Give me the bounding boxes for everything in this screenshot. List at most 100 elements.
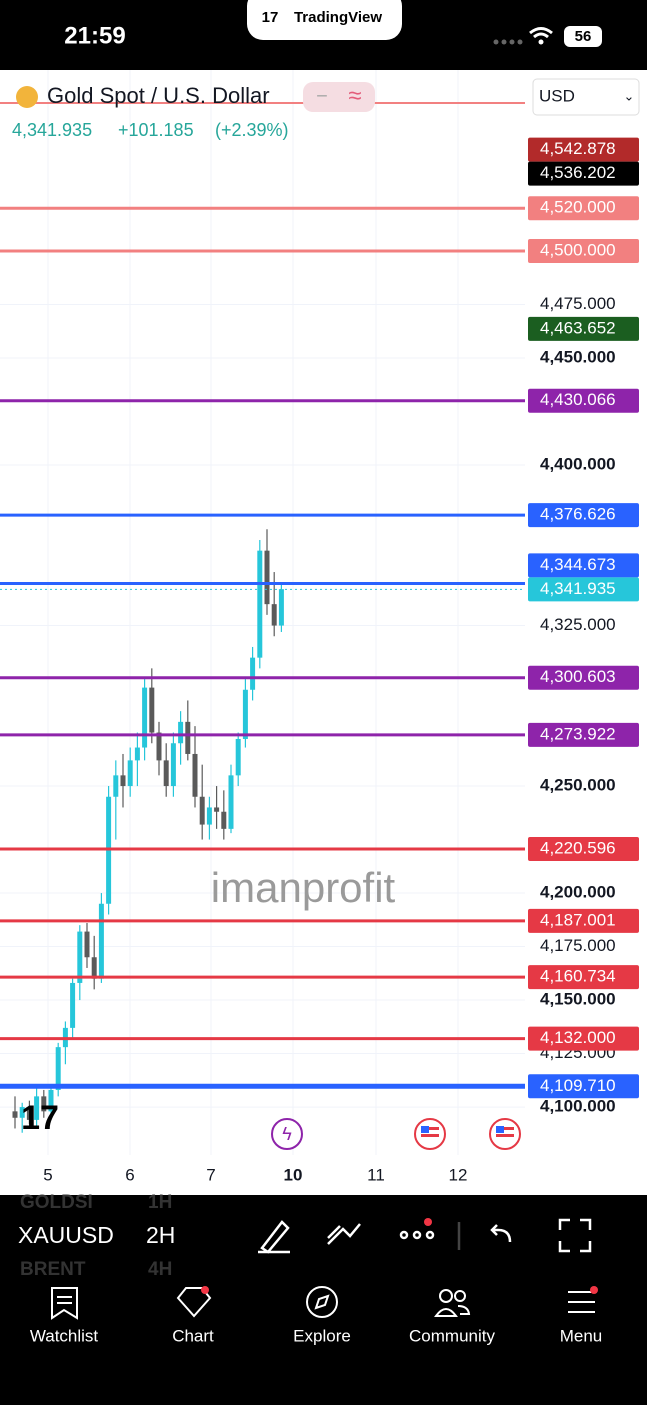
candle-body (98, 903, 104, 979)
candle-body (41, 1096, 47, 1112)
nav-label[interactable]: Community (409, 1326, 495, 1345)
candle-body (48, 1089, 54, 1112)
candle-body (134, 747, 140, 761)
signal (493, 39, 523, 45)
nav-label[interactable]: Watchlist (30, 1326, 99, 1345)
candle-body (221, 811, 227, 829)
change: +101.185 (118, 120, 194, 140)
level-tag (528, 196, 639, 221)
level-tag (528, 665, 639, 690)
level-tag (528, 388, 639, 413)
candle-body (34, 1096, 40, 1120)
ghost-symbol: GOLDSI (20, 1192, 93, 1213)
level-tag (528, 722, 639, 747)
level-label: 4,536.202 (540, 163, 616, 182)
candle-body (113, 775, 119, 797)
interval-button[interactable]: 2H (146, 1222, 175, 1248)
candle-body (163, 760, 169, 787)
candle-body (70, 982, 76, 1028)
level-label: 4,109.710 (540, 1076, 616, 1095)
level-label: 4,430.066 (540, 390, 616, 409)
candle-body (77, 931, 83, 983)
currency-select[interactable] (532, 78, 640, 116)
nav-label[interactable]: Menu (560, 1326, 603, 1345)
wifi-dot (538, 39, 544, 45)
us-event[interactable] (414, 1118, 446, 1150)
badge (201, 1286, 209, 1294)
level-label: 4,341.935 (540, 579, 616, 598)
nav-labels: Watchlist Chart Explore Community Menu (30, 1326, 602, 1345)
level-label: 4,300.603 (540, 667, 616, 686)
candle-body (228, 775, 234, 829)
nav-label[interactable]: Chart (172, 1326, 214, 1345)
app-name: TradingView (294, 9, 382, 26)
ghost-interval: 1H (148, 1192, 172, 1213)
nav-label[interactable]: Explore (293, 1326, 351, 1345)
candle-body (214, 807, 220, 812)
battery (564, 26, 602, 47)
event-bolt[interactable]: ϟ (282, 1124, 292, 1144)
level-label: 4,520.000 (540, 198, 616, 217)
level-label: 4,463.652 (540, 318, 616, 337)
wave-icon[interactable]: ≈ (348, 82, 361, 109)
candle-body (156, 732, 162, 761)
currency[interactable]: USD (539, 86, 575, 105)
indicator-pill[interactable] (303, 82, 375, 112)
chart: 5 6 7 10 11 12 4,475.000 4,450.000 4,400.000 4,32… (0, 70, 639, 1184)
y-tick-label: 4,100.000 (540, 1097, 616, 1116)
symbol-name: Gold Spot / U.S. Dollar (47, 83, 270, 108)
candle-body (91, 957, 97, 979)
candle-body (149, 687, 155, 733)
level-label: 4,187.001 (540, 910, 616, 929)
level-tag (528, 836, 639, 861)
x-tick-label: 5 (43, 1165, 52, 1184)
level-tag (528, 1074, 639, 1099)
battery-level: 56 (575, 28, 592, 45)
nav-bar (0, 1280, 647, 1400)
level-label: 4,500.000 (540, 241, 616, 260)
toolbar-icons[interactable] (258, 1218, 592, 1254)
toolbar (0, 1195, 647, 1280)
x-tick-label: 12 (449, 1165, 468, 1184)
symbol-button[interactable]: XAUUSD (18, 1222, 114, 1248)
level-label: 4,160.734 (540, 967, 616, 986)
y-tick-label: 4,325.000 (540, 615, 616, 634)
us-event[interactable] (489, 1118, 521, 1150)
candle-body (19, 1107, 25, 1118)
y-tick-label: 4,150.000 (540, 990, 616, 1009)
price: 4,341.935 (12, 120, 92, 140)
y-tick-label: 4,400.000 (540, 455, 616, 474)
y-tick-label: 4,200.000 (540, 883, 616, 902)
app-logo: 17 (262, 9, 279, 26)
level-label: 4,542.878 (540, 139, 616, 158)
level-tag (528, 316, 639, 341)
y-tick-label: 4,250.000 (540, 776, 616, 795)
event-icon[interactable] (271, 1118, 303, 1150)
level-label: 4,132.000 (540, 1028, 616, 1047)
candle-body (120, 775, 126, 787)
candle-body (264, 550, 270, 605)
watermark: imanprofit (211, 864, 396, 911)
candle-body (250, 657, 256, 690)
y-tick-label: 4,450.000 (540, 348, 616, 367)
change-pct: (+2.39%) (215, 120, 289, 140)
candle-body (192, 753, 198, 797)
x-tick-label: 6 (125, 1165, 134, 1184)
level-tag (528, 503, 639, 528)
level-tag (528, 553, 639, 578)
level-label: 4,273.922 (540, 724, 616, 743)
candle-body (199, 796, 205, 825)
candle-body (278, 589, 284, 626)
time: 21:59 (64, 22, 125, 49)
candle-body (26, 1107, 32, 1120)
level-label: 4,220.596 (540, 838, 616, 857)
candle-body (170, 743, 176, 787)
level-tag (528, 965, 639, 990)
x-tick-label: 7 (206, 1165, 215, 1184)
candle-body (206, 807, 212, 825)
dropdown-caret[interactable]: ⌄ (624, 88, 635, 103)
collapse-icon[interactable]: − (316, 85, 328, 107)
level-tag (528, 577, 639, 602)
level-tag (528, 1026, 639, 1051)
